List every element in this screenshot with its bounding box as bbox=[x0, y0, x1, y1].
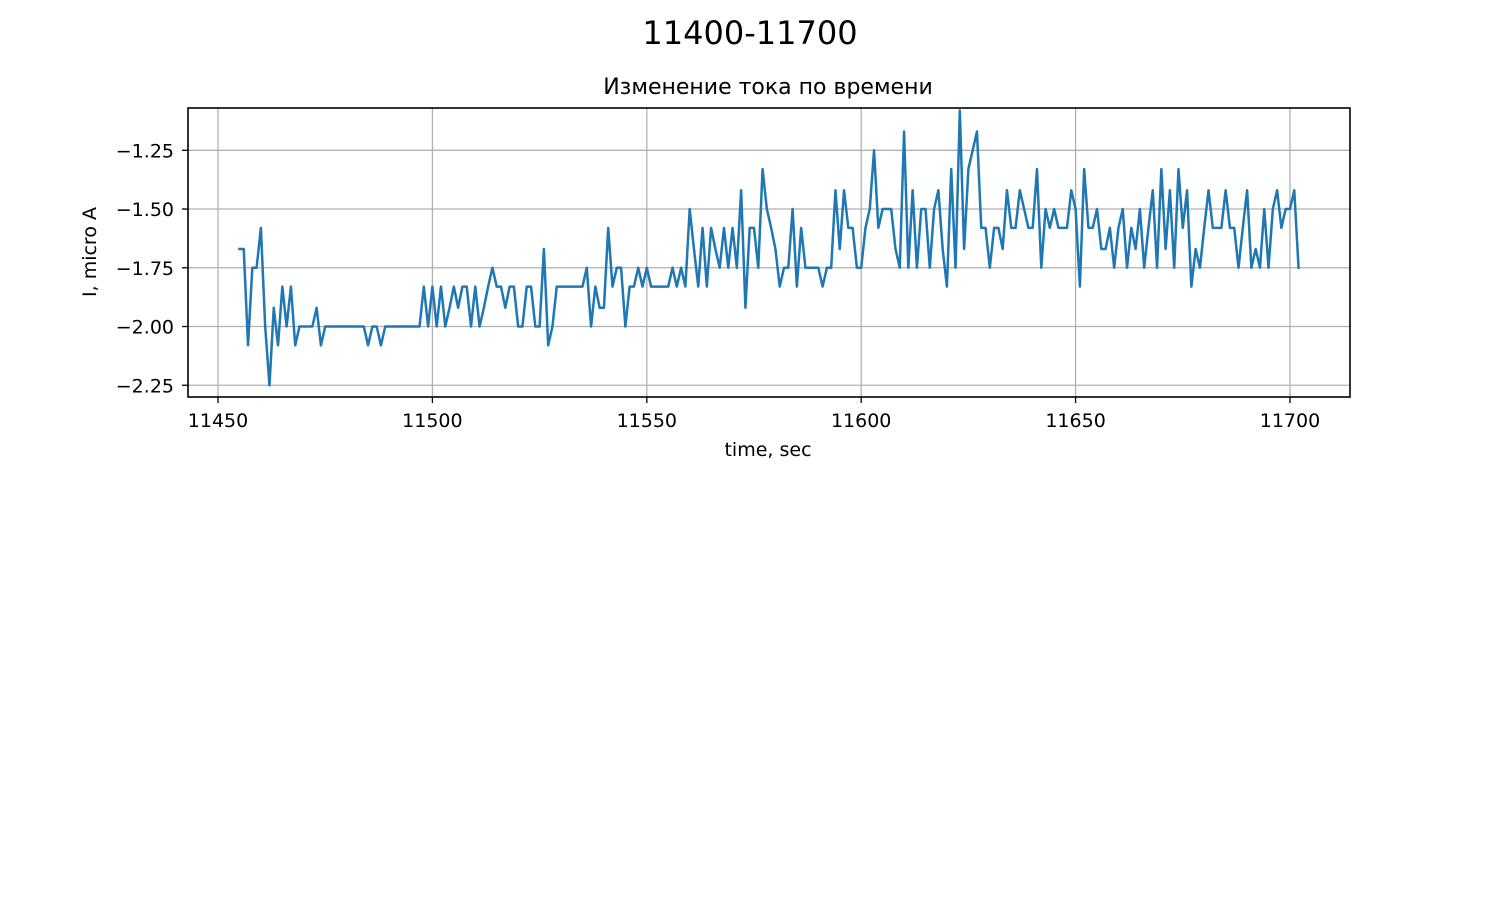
y-axis-label: I, micro A bbox=[79, 207, 101, 297]
x-tick-label: 11700 bbox=[1260, 410, 1320, 432]
y-tick-label: −1.50 bbox=[116, 199, 174, 221]
x-tick-label: 11650 bbox=[1045, 410, 1105, 432]
x-axis-label: time, sec bbox=[724, 439, 811, 461]
chart-title: Изменение тока по времени bbox=[603, 75, 933, 100]
y-tick-label: −2.00 bbox=[116, 317, 174, 339]
ticks: 11450 11500 11550 11600 11650 11700 −2.25 −2.00… bbox=[116, 140, 1320, 432]
x-tick-label: 11450 bbox=[188, 410, 248, 432]
figure-suptitle: 11400-11700 bbox=[642, 14, 857, 52]
y-tick-label: −1.75 bbox=[116, 258, 174, 280]
series-layer bbox=[238, 109, 1300, 387]
x-tick-label: 11500 bbox=[402, 410, 462, 432]
grid bbox=[188, 108, 1350, 397]
x-tick-label: 11600 bbox=[831, 410, 891, 432]
x-tick-label: 11550 bbox=[617, 410, 677, 432]
axes-frame bbox=[187, 107, 1351, 398]
y-tick-label: −1.25 bbox=[116, 140, 174, 162]
series-line bbox=[238, 109, 1300, 387]
y-tick-label: −2.25 bbox=[116, 375, 174, 397]
